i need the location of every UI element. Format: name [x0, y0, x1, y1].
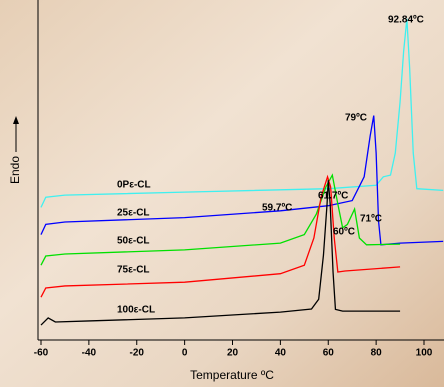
x-tick-label: 40 [275, 348, 287, 359]
peak-annotation: 92.84ºC [388, 15, 424, 26]
curve-label: 75ε-CL [117, 265, 150, 276]
y-axis-label: Endo [8, 156, 22, 184]
peak-annotation: 79ºC [345, 113, 367, 124]
x-axis-label: Temperature ºC [190, 368, 274, 382]
curve-label: 0Pε-CL [117, 180, 151, 191]
x-tick-label: 0 [182, 348, 188, 359]
peak-annotation: 61.7ºC [318, 191, 348, 202]
peak-annotation: 59.7ºC [262, 203, 292, 214]
series-line [40, 115, 444, 246]
peak-annotation: 60ºC [333, 227, 355, 238]
x-tick-label: -60 [34, 348, 49, 359]
series-line [40, 174, 401, 298]
x-tick-label: 20 [227, 348, 239, 359]
curve-label: 100ε-CL [117, 305, 155, 316]
x-tick-label: -40 [82, 348, 97, 359]
curve-label: 50ε-CL [117, 236, 150, 247]
x-tick-label: 80 [371, 348, 383, 359]
x-tick-label: 100 [416, 348, 433, 359]
peak-annotation: 71ºC [360, 214, 382, 225]
curve-label: 25ε-CL [117, 208, 150, 219]
x-tick-label: 60 [323, 348, 335, 359]
x-tick-label: -20 [130, 348, 145, 359]
series-line [40, 180, 401, 326]
y-arrow-head [13, 116, 19, 124]
series-line [40, 18, 444, 208]
